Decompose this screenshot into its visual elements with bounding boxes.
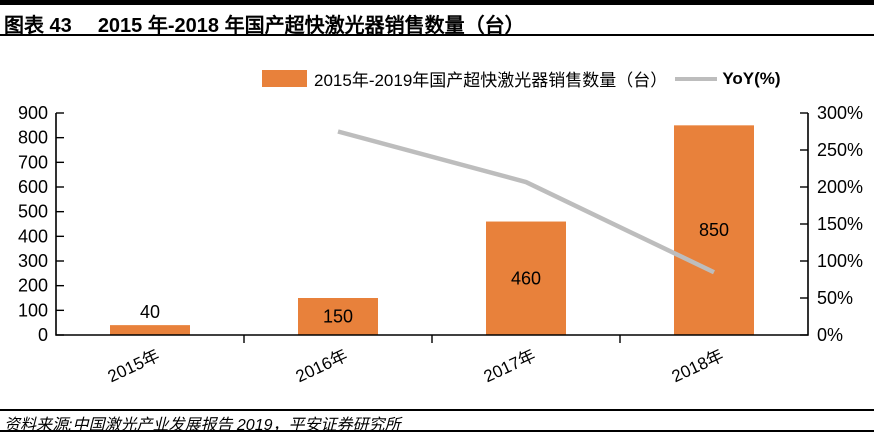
top-rule <box>0 0 874 5</box>
yoy-line <box>337 129 715 275</box>
bar-2017年 <box>486 221 566 335</box>
left-axis-tick-label: 100 <box>18 300 48 320</box>
bar-value-label: 460 <box>511 268 541 288</box>
figure-title: 图表 43 2015 年-2018 年国产超快激光器销售数量（台） <box>4 9 525 38</box>
left-axis-tick-label: 500 <box>18 202 48 222</box>
footer-rule-bottom <box>0 430 874 432</box>
line-series-swatch <box>675 76 718 81</box>
title-rule <box>0 34 874 36</box>
bar-value-label: 850 <box>699 220 729 240</box>
bar-series-swatch <box>262 70 307 87</box>
x-axis-category-label: 2017年 <box>481 346 539 386</box>
right-axis-tick-label: 300% <box>817 103 863 123</box>
chart-legend: 2015年-2019年国产超快激光器销售数量（台） YoY(%) <box>262 66 781 91</box>
bar-2018年 <box>674 125 754 335</box>
bar-value-label: 150 <box>323 307 353 327</box>
right-axis-tick-label: 50% <box>817 288 853 308</box>
left-axis-tick-label: 800 <box>18 128 48 148</box>
bar-2015年 <box>110 325 190 335</box>
right-axis-tick-label: 200% <box>817 177 863 197</box>
left-axis-tick-label: 200 <box>18 276 48 296</box>
right-axis-tick-label: 250% <box>817 140 863 160</box>
right-axis-tick-label: 150% <box>817 214 863 234</box>
x-axis-category-label: 2016年 <box>293 346 351 386</box>
left-axis-tick-label: 300 <box>18 251 48 271</box>
x-axis-category-label: 2015年 <box>105 346 163 386</box>
x-axis-category-label: 2018年 <box>669 346 727 386</box>
left-axis-tick-label: 900 <box>18 103 48 123</box>
source-note: 资料来源:中国激光产业发展报告 2019，平安证券研究所 <box>4 417 401 434</box>
left-axis-tick-label: 700 <box>18 152 48 172</box>
footer-rule-top <box>0 409 874 411</box>
left-axis-tick-label: 400 <box>18 226 48 246</box>
right-axis-tick-label: 0% <box>817 325 843 345</box>
line-series-label: YoY(%) <box>722 68 781 88</box>
left-axis-tick-label: 600 <box>18 177 48 197</box>
figure-number: 图表 43 <box>4 15 72 37</box>
bar-series-label: 2015年-2019年国产超快激光器销售数量（台） <box>314 71 668 90</box>
bar-value-label: 40 <box>140 302 160 322</box>
figure-title-text: 2015 年-2018 年国产超快激光器销售数量（台） <box>97 15 525 37</box>
left-axis-tick-label: 0 <box>38 325 48 345</box>
right-axis-tick-label: 100% <box>817 251 863 271</box>
bar-2016年 <box>298 298 378 335</box>
